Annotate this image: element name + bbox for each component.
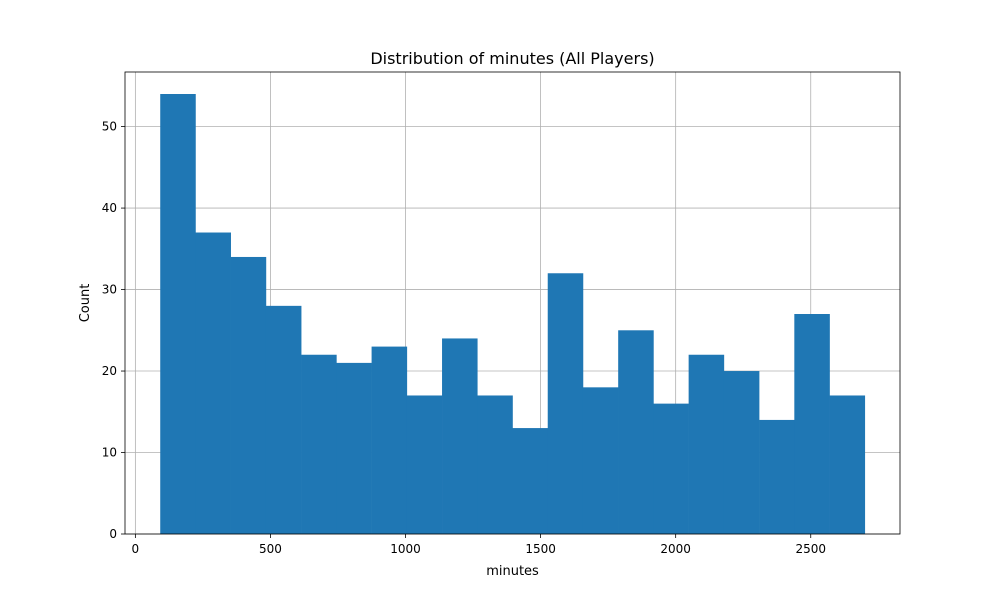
histogram-bar [477,395,513,534]
histogram-bar [829,395,866,534]
tick-layer: 0 500 1000 1500 2000 2500 0 10 20 30 40 50 [102,120,826,556]
y-tick-label: 40 [102,201,117,215]
histogram-bar [512,428,549,534]
plot-frame [124,71,901,535]
histogram-bar [653,403,689,534]
histogram-bar [442,338,478,534]
y-axis-label: Count [78,284,93,323]
bar-layer [160,94,866,534]
histogram-bar [301,354,337,534]
y-tick-label: 20 [102,364,117,378]
histogram-bar [759,419,795,534]
histogram-bar [794,314,830,534]
histogram-bar [265,305,302,534]
x-tick-label: 2500 [795,542,826,556]
x-tick-label: 2000 [660,542,691,556]
histogram-bar [160,94,196,534]
x-tick-label: 0 [132,542,140,556]
chart-title: Distribution of minutes (All Players) [370,49,654,68]
x-tick-label: 1500 [525,542,556,556]
histogram-bar [195,232,231,534]
x-tick-label: 1000 [390,542,421,556]
x-tick-label: 500 [259,542,282,556]
histogram-bar [547,273,584,534]
y-tick-label: 30 [102,283,117,297]
y-tick-label: 0 [109,527,117,541]
y-tick-label: 10 [102,446,117,460]
histogram-bar [582,387,619,534]
histogram-bar [230,256,267,534]
histogram-bar [688,354,725,534]
histogram-bar [336,362,372,534]
histogram-bar [618,330,654,534]
y-tick-label: 50 [102,120,117,134]
histogram-bar [406,395,443,534]
histogram-bar [723,371,760,534]
histogram-bar [371,346,408,534]
x-axis-label: minutes [486,564,539,579]
